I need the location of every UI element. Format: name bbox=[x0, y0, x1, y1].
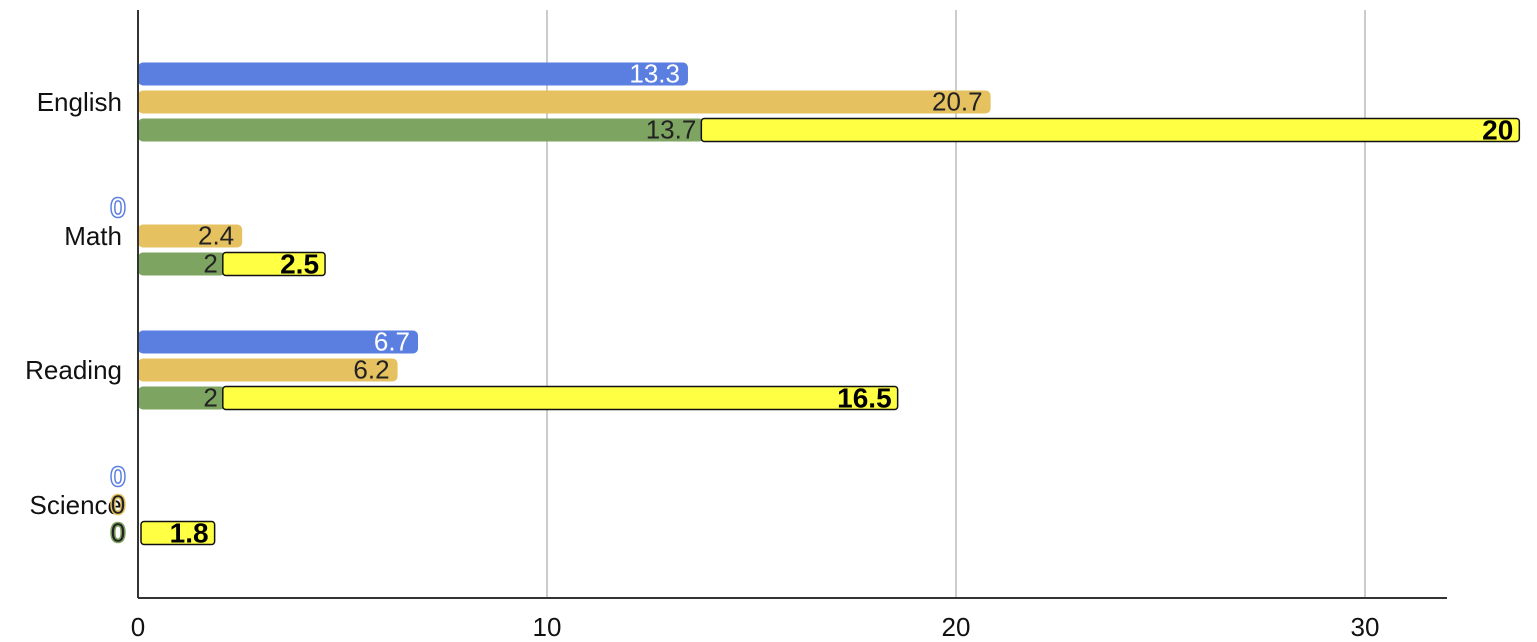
data-label: 0 bbox=[111, 518, 125, 548]
data-label: 20.7 bbox=[932, 87, 983, 117]
bar bbox=[138, 90, 991, 114]
bars bbox=[138, 62, 1521, 546]
x-tick-label: 20 bbox=[942, 612, 971, 642]
x-tick-label: 0 bbox=[131, 612, 145, 642]
data-label: 2.4 bbox=[198, 221, 234, 251]
category-label: Science bbox=[30, 490, 123, 520]
data-label: 1.8 bbox=[170, 518, 209, 549]
bar bbox=[140, 520, 216, 546]
data-label: 0 bbox=[111, 490, 125, 520]
bar bbox=[138, 358, 398, 382]
bar bbox=[222, 251, 326, 277]
data-label: 2 bbox=[203, 383, 217, 413]
axes bbox=[137, 10, 1447, 599]
x-tick-label: 30 bbox=[1351, 612, 1380, 642]
data-label: 13.7 bbox=[646, 115, 697, 145]
category-label: English bbox=[37, 87, 122, 117]
bar bbox=[138, 62, 688, 86]
data-label: 16.5 bbox=[837, 383, 892, 414]
bar bbox=[700, 117, 1521, 143]
bar bbox=[138, 252, 226, 276]
data-label: 20 bbox=[1482, 115, 1513, 146]
bar bbox=[138, 330, 419, 354]
bar bbox=[222, 385, 899, 411]
bar bbox=[138, 224, 243, 248]
category-label: Reading bbox=[25, 355, 122, 385]
data-label: 0 bbox=[111, 462, 125, 492]
data-label: 2 bbox=[203, 249, 217, 279]
data-label: 2.5 bbox=[280, 249, 319, 280]
category-label: Math bbox=[64, 221, 122, 251]
bar bbox=[138, 386, 226, 410]
bar bbox=[138, 118, 705, 142]
data-label: 6.7 bbox=[374, 327, 410, 357]
data-label: 13.3 bbox=[629, 59, 680, 89]
data-label: 0 bbox=[111, 193, 125, 223]
x-tick-label: 10 bbox=[533, 612, 562, 642]
data-label: 6.2 bbox=[353, 355, 389, 385]
